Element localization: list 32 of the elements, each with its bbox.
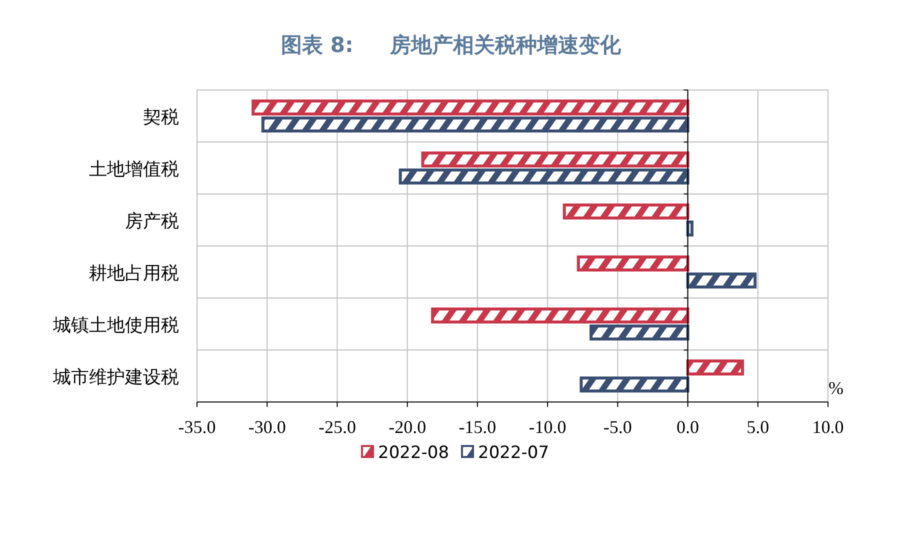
x-tick-label: -15.0 bbox=[458, 417, 496, 437]
bar bbox=[252, 100, 690, 116]
bar bbox=[686, 360, 744, 376]
y-tick-label: 契税 bbox=[143, 107, 179, 127]
y-tick-label: 城市维护建设税 bbox=[52, 367, 179, 387]
x-tick-label: 0.0 bbox=[676, 417, 700, 437]
y-tick-label: 房产税 bbox=[125, 211, 179, 231]
x-tick-label: 10.0 bbox=[812, 417, 844, 437]
y-tick-label: 土地增值税 bbox=[89, 159, 179, 179]
bar bbox=[261, 116, 690, 132]
bar bbox=[686, 272, 757, 288]
x-axis-title: % bbox=[828, 378, 844, 398]
bar bbox=[576, 256, 690, 272]
bar bbox=[421, 152, 690, 168]
legend-label: 2022-08 bbox=[378, 443, 450, 463]
x-tick-label: -25.0 bbox=[318, 417, 356, 437]
x-tick-label: -30.0 bbox=[248, 417, 286, 437]
y-tick-label: 城镇土地使用税 bbox=[52, 315, 179, 335]
chart-title: 图表 8: 房地产相关税种增速变化 bbox=[281, 33, 622, 57]
bar bbox=[431, 308, 690, 324]
bar bbox=[562, 204, 690, 220]
x-tick-label: -5.0 bbox=[603, 417, 632, 437]
bar bbox=[590, 324, 690, 340]
x-tick-label: -35.0 bbox=[178, 417, 216, 437]
bar bbox=[398, 168, 690, 184]
legend-label: 2022-07 bbox=[478, 443, 550, 463]
x-tick-label: -20.0 bbox=[388, 417, 426, 437]
y-tick-label: 耕地占用税 bbox=[89, 263, 179, 283]
x-tick-label: -10.0 bbox=[528, 417, 566, 437]
x-tick-label: 5.0 bbox=[746, 417, 770, 437]
bar bbox=[580, 376, 690, 392]
bar bbox=[686, 220, 694, 236]
